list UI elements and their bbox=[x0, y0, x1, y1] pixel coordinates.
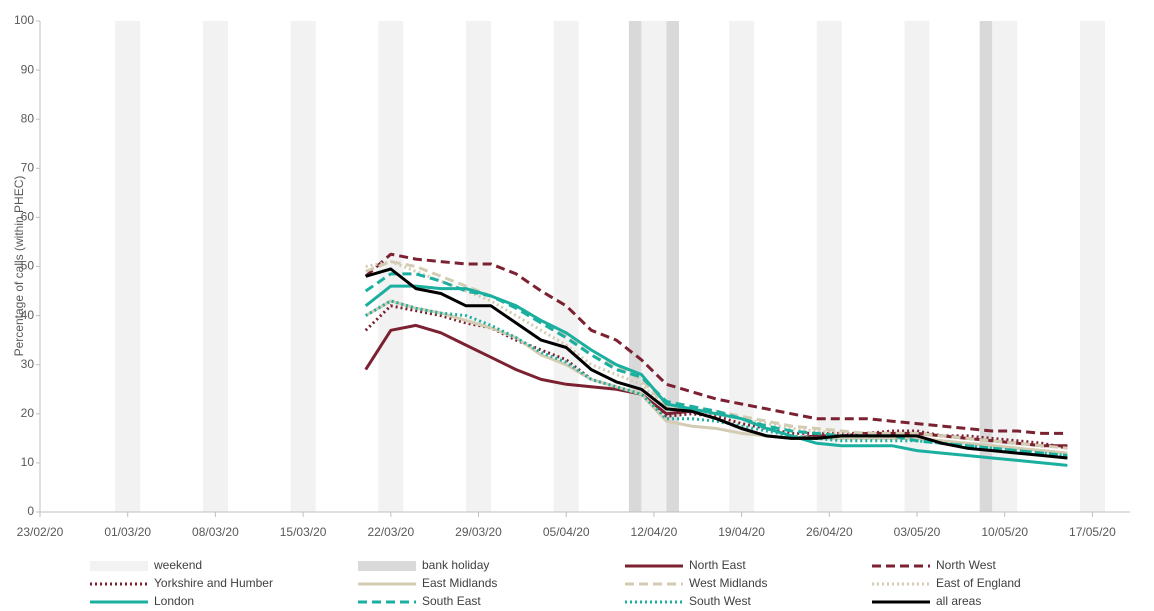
legend-label: North West bbox=[936, 558, 996, 572]
x-tick-label: 19/04/20 bbox=[718, 525, 765, 539]
weekend-band bbox=[553, 21, 579, 512]
legend-label: East Midlands bbox=[422, 576, 497, 590]
series-line bbox=[364, 284, 1068, 467]
weekend-band bbox=[992, 21, 1018, 512]
legend-label: West Midlands bbox=[689, 576, 767, 590]
y-tick-label: 0 bbox=[27, 504, 34, 518]
legend-label: Yorkshire and Humber bbox=[154, 576, 273, 590]
bank-holiday-band bbox=[666, 21, 679, 512]
legend-swatch bbox=[358, 561, 416, 571]
x-tick-label: 15/03/20 bbox=[280, 525, 327, 539]
x-tick-label: 10/05/20 bbox=[981, 525, 1028, 539]
y-axis-label: Percentage of calls (within PHEC) bbox=[12, 176, 26, 357]
x-tick-label: 29/03/20 bbox=[455, 525, 502, 539]
legend: weekend bank holiday North East North West Y… bbox=[90, 558, 1021, 608]
y-tick-label: 40 bbox=[21, 308, 35, 322]
y-tick-label: 100 bbox=[14, 13, 34, 27]
y-tick-label: 80 bbox=[21, 111, 35, 125]
legend-label: South West bbox=[689, 594, 751, 608]
legend-label: East of England bbox=[936, 576, 1021, 590]
legend-swatch bbox=[90, 561, 148, 571]
series-line bbox=[365, 267, 1068, 460]
bank-holiday-band bbox=[628, 21, 642, 512]
legend-label: London bbox=[154, 594, 194, 608]
bank-holiday-band bbox=[979, 21, 993, 512]
series-line bbox=[364, 299, 1068, 455]
x-tick-label: 26/04/20 bbox=[806, 525, 853, 539]
series-line bbox=[364, 252, 1068, 435]
weekend-band bbox=[378, 21, 404, 512]
y-tick-label: 10 bbox=[21, 455, 35, 469]
legend-label: North East bbox=[689, 558, 746, 572]
x-tick-label: 12/04/20 bbox=[631, 525, 678, 539]
legend-label: all areas bbox=[936, 594, 981, 608]
weekend-band bbox=[202, 21, 228, 512]
x-tick-label: 22/03/20 bbox=[367, 525, 414, 539]
y-tick-label: 30 bbox=[21, 357, 35, 371]
y-tick-label: 20 bbox=[21, 406, 35, 420]
x-tick-label: 17/05/20 bbox=[1069, 525, 1116, 539]
x-tick-label: 03/05/20 bbox=[894, 525, 941, 539]
y-tick-label: 60 bbox=[21, 210, 35, 224]
weekend-band bbox=[1079, 21, 1105, 512]
weekend-band bbox=[729, 21, 755, 512]
legend-label: weekend bbox=[153, 558, 202, 572]
weekend-band bbox=[641, 21, 667, 512]
y-tick-label: 90 bbox=[21, 62, 35, 76]
y-tick-label: 70 bbox=[21, 160, 35, 174]
y-tick-label: 50 bbox=[21, 259, 35, 273]
legend-label: South East bbox=[422, 594, 481, 608]
weekend-band bbox=[115, 21, 141, 512]
x-tick-label: 01/03/20 bbox=[104, 525, 151, 539]
x-tick-label: 23/02/20 bbox=[17, 525, 64, 539]
series-line bbox=[365, 260, 1068, 450]
weekend-band bbox=[290, 21, 316, 512]
x-tick-label: 08/03/20 bbox=[192, 525, 239, 539]
x-tick-label: 05/04/20 bbox=[543, 525, 590, 539]
legend-label: bank holiday bbox=[422, 558, 489, 572]
weekend-band bbox=[465, 21, 492, 512]
